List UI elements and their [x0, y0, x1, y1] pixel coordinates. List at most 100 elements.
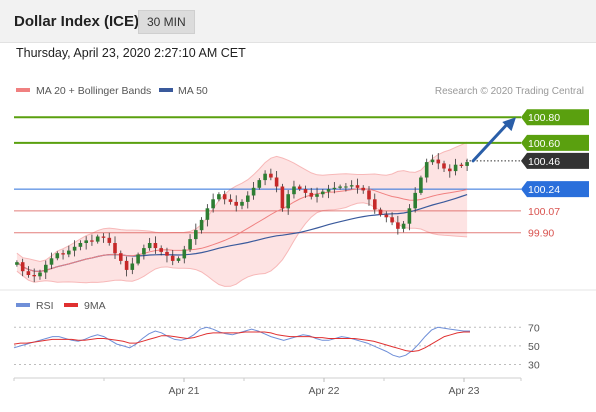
candle-body: [84, 240, 88, 243]
legend-label-9ma: 9MA: [84, 300, 106, 312]
bollinger-band: [16, 141, 468, 287]
candle-body: [153, 243, 158, 249]
legend-swatch-9ma: [64, 303, 78, 307]
x-axis: Apr 21 Apr 22 Apr 23: [13, 377, 522, 397]
arrow-head: [502, 117, 516, 132]
candle-body: [44, 264, 48, 273]
forecast-arrow: [471, 117, 516, 163]
candle-body: [78, 243, 83, 247]
candle-body: [292, 186, 296, 195]
rsi-tick-50: 50: [528, 341, 540, 353]
candle-body: [373, 199, 377, 210]
candle-body: [297, 186, 302, 190]
candle-body: [263, 173, 267, 181]
legend-label-ma50: MA 50: [178, 85, 208, 97]
candle-body: [361, 187, 365, 191]
candle-body: [159, 248, 163, 252]
rsi-tick-70: 70: [528, 322, 540, 334]
candle-body: [274, 177, 279, 187]
candle-body: [424, 162, 429, 178]
level-label-100.24: 100.24: [528, 184, 560, 196]
candle-body: [222, 194, 227, 200]
level-label-100.07: 100.07: [528, 206, 560, 218]
candle-body: [349, 185, 354, 187]
candle-body: [326, 189, 331, 192]
candle-body: [436, 159, 441, 164]
candle-body: [413, 192, 417, 209]
candle-body: [61, 253, 65, 255]
candle-body: [147, 243, 152, 249]
candle-body: [119, 253, 123, 261]
candle-body: [136, 254, 140, 264]
rsi-9ma-line: [13, 331, 470, 353]
bollinger-fill: [16, 142, 468, 287]
candle-body: [407, 208, 412, 224]
candle-body: [142, 248, 146, 255]
candle-body: [107, 237, 112, 243]
price-legend: MA 20 + Bollinger Bands MA 50 Research ©…: [16, 85, 584, 97]
chart-title: Dollar Index (ICE): [14, 13, 140, 30]
candle-body: [246, 195, 250, 202]
level-label-100.80: 100.80: [528, 112, 560, 124]
candle-body: [338, 186, 342, 188]
candle-body: [130, 263, 135, 270]
candle-body: [170, 255, 175, 261]
candle-body: [367, 190, 371, 200]
candle-body: [355, 185, 360, 188]
candle-body: [211, 199, 215, 209]
level-label-99.90: 99.90: [528, 228, 554, 240]
timeframe-badge[interactable]: 30 MIN: [138, 10, 195, 34]
candle-body: [453, 164, 458, 172]
arrow-shaft: [471, 121, 510, 163]
rsi-panel: 70 50 30: [13, 322, 540, 372]
candle-body: [205, 208, 210, 220]
candle-body: [442, 163, 446, 169]
bollinger-upper-band: [16, 141, 468, 263]
candle-body: [401, 223, 406, 229]
rsi-legend: RSI 9MA: [16, 300, 106, 312]
candle-body: [315, 194, 319, 197]
candle-body: [396, 222, 400, 229]
candle-body: [309, 192, 314, 197]
candle-body: [26, 271, 31, 275]
candle-body: [38, 272, 42, 277]
header-bar: Dollar Index (ICE) 30 MIN: [0, 0, 596, 43]
candle-body: [72, 246, 77, 251]
level-tag-100.46: [521, 152, 589, 169]
rsi-line: [13, 326, 470, 358]
level-label-100.60: 100.60: [528, 138, 560, 150]
candle-body: [384, 214, 389, 218]
ma20-line: [16, 188, 468, 272]
candle-body: [15, 262, 19, 265]
level-tag-100.24: [521, 181, 589, 198]
candle-body: [419, 177, 423, 193]
candle-body: [90, 240, 94, 242]
x-tick-label: Apr 22: [309, 385, 340, 397]
candle-body: [194, 230, 198, 240]
candle-body: [176, 258, 181, 261]
candle-body: [390, 217, 394, 223]
candle-body: [448, 168, 452, 172]
candle-body: [32, 275, 36, 277]
candle-body: [67, 250, 71, 255]
legend-swatch-rsi: [16, 303, 30, 307]
level-label-100.46: 100.46: [528, 156, 560, 168]
candle-body: [430, 159, 435, 163]
candle-body: [459, 164, 464, 166]
timestamp: Thursday, April 23, 2020 2:27:10 AM CET: [16, 46, 246, 60]
level-lines: [14, 116, 521, 234]
rsi-tick-30: 30: [528, 360, 540, 372]
candle-body: [55, 253, 60, 259]
candle-body: [303, 189, 308, 193]
candle-body: [251, 187, 256, 196]
candle-body: [217, 194, 221, 200]
candle-body: [332, 187, 337, 190]
x-tick-label: Apr 23: [449, 385, 480, 397]
candle-body: [113, 243, 117, 254]
candle-body: [188, 239, 192, 250]
candle-body: [199, 219, 204, 231]
candle-body: [101, 236, 106, 238]
candle-body: [286, 194, 290, 209]
legend-swatch-ma50: [159, 88, 173, 92]
